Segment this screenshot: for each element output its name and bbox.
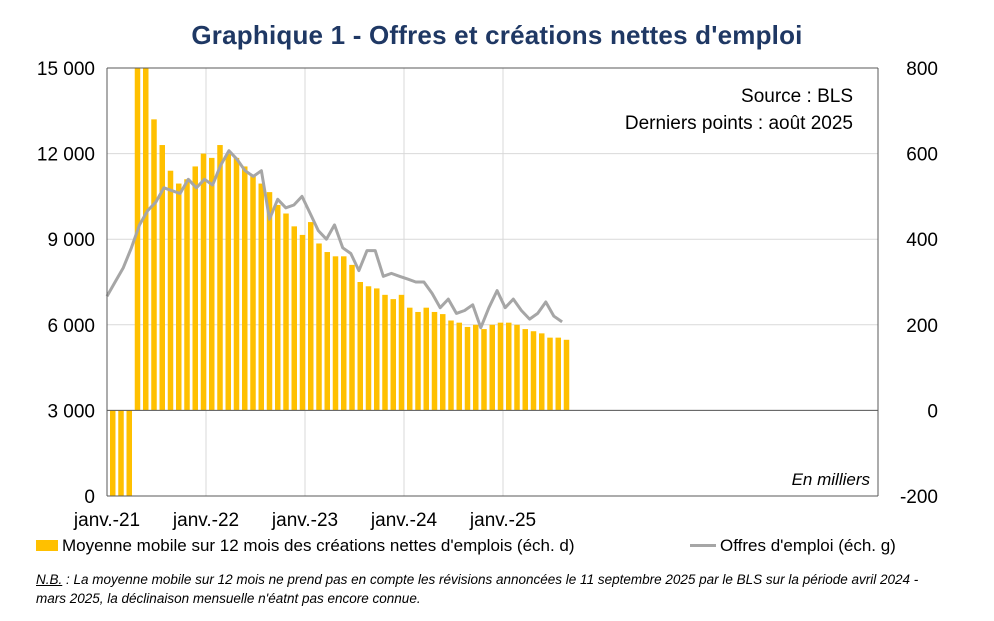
bar bbox=[398, 294, 405, 411]
left-axis-tick-label: 9 000 bbox=[47, 230, 95, 251]
bar bbox=[308, 222, 314, 411]
bar bbox=[514, 324, 520, 411]
left-axis-tick-label: 0 bbox=[84, 487, 95, 508]
bar bbox=[497, 322, 504, 411]
legend-label-bars: Moyenne mobile sur 12 mois des créations… bbox=[62, 536, 575, 555]
bar bbox=[349, 264, 355, 411]
x-axis-tick-label: janv.-22 bbox=[172, 510, 239, 531]
bar bbox=[217, 145, 223, 411]
bar bbox=[200, 153, 207, 411]
bar bbox=[407, 307, 413, 411]
bar bbox=[275, 204, 281, 411]
bar bbox=[225, 153, 231, 411]
bar bbox=[151, 119, 157, 411]
tick-labels: 0 3 000 6 000 9 000 12 000 15 000 -200 0 200 400 6… bbox=[37, 59, 938, 531]
bar bbox=[291, 226, 297, 411]
bar bbox=[423, 307, 429, 411]
bar bbox=[299, 234, 306, 411]
left-axis-tick-label: 12 000 bbox=[37, 145, 95, 166]
bar bbox=[184, 179, 190, 411]
bar bbox=[283, 213, 289, 411]
bar bbox=[431, 311, 438, 411]
bar bbox=[192, 166, 198, 411]
bar bbox=[143, 68, 149, 411]
bar bbox=[167, 170, 174, 411]
axes bbox=[106, 67, 879, 497]
bar bbox=[456, 322, 462, 411]
footnote-label: N.B. bbox=[36, 572, 63, 587]
bar bbox=[176, 183, 182, 411]
bar bbox=[382, 294, 388, 411]
bar bbox=[522, 329, 528, 411]
legend-item-bars: Moyenne mobile sur 12 mois des créations… bbox=[36, 536, 575, 556]
bar bbox=[489, 324, 495, 411]
bar bbox=[357, 282, 363, 411]
legend-label-line: Offres d'emploi (éch. g) bbox=[720, 536, 896, 555]
legend-item-line: Offres d'emploi (éch. g) bbox=[690, 536, 896, 556]
bar bbox=[316, 243, 322, 411]
bar bbox=[530, 331, 537, 411]
right-axis-tick-label: 0 bbox=[927, 401, 938, 422]
bar bbox=[415, 311, 421, 411]
line-series-path bbox=[105, 149, 563, 330]
chart-title: Graphique 1 - Offres et créations nettes… bbox=[191, 20, 803, 50]
x-axis-tick-label: janv.-24 bbox=[370, 510, 438, 531]
bar bbox=[242, 166, 248, 411]
bar bbox=[266, 192, 273, 411]
bar bbox=[159, 145, 165, 411]
bar bbox=[464, 326, 471, 411]
bar bbox=[539, 333, 545, 411]
bar bbox=[324, 252, 330, 411]
legend-swatch-line bbox=[690, 544, 716, 548]
bar bbox=[118, 410, 124, 496]
x-axis-tick-label: janv.-23 bbox=[271, 510, 338, 531]
bar bbox=[555, 337, 561, 411]
bar bbox=[341, 256, 347, 411]
bar-series bbox=[110, 68, 570, 496]
bar bbox=[563, 339, 570, 411]
bar bbox=[473, 324, 479, 411]
bar bbox=[110, 410, 116, 496]
legend-swatch-bars bbox=[36, 540, 58, 552]
bar bbox=[506, 322, 512, 411]
right-axis-tick-label: 800 bbox=[906, 59, 938, 80]
bar bbox=[233, 157, 240, 411]
right-axis-tick-label: 600 bbox=[906, 145, 938, 166]
source-label: Source : BLS bbox=[741, 86, 853, 107]
bar bbox=[134, 68, 141, 411]
bar bbox=[365, 286, 372, 411]
x-axis-tick-label: janv.-21 bbox=[73, 510, 140, 531]
footnote: N.B. : La moyenne mobile sur 12 mois ne … bbox=[36, 570, 926, 608]
bar bbox=[448, 320, 454, 411]
bar bbox=[258, 183, 264, 411]
left-axis-tick-label: 15 000 bbox=[37, 59, 95, 80]
x-axis-tick-label: janv.-25 bbox=[469, 510, 536, 531]
left-axis-tick-label: 3 000 bbox=[47, 401, 95, 422]
bar bbox=[209, 157, 215, 411]
left-axis-tick-label: 6 000 bbox=[47, 316, 95, 337]
unit-label: En milliers bbox=[791, 470, 870, 489]
line-series bbox=[105, 149, 563, 330]
bar bbox=[547, 337, 553, 411]
right-axis-tick-label: -200 bbox=[900, 487, 938, 508]
bar bbox=[481, 329, 487, 411]
bar bbox=[374, 288, 380, 411]
right-axis-tick-label: 400 bbox=[906, 230, 938, 251]
bar bbox=[250, 175, 256, 411]
footnote-text: : La moyenne mobile sur 12 mois ne prend… bbox=[36, 572, 919, 606]
last-points-label: Derniers points : août 2025 bbox=[624, 113, 853, 134]
bar bbox=[332, 256, 339, 411]
bar bbox=[126, 410, 132, 496]
bar bbox=[390, 299, 396, 411]
right-axis-tick-label: 200 bbox=[906, 316, 938, 337]
bar bbox=[440, 314, 446, 411]
